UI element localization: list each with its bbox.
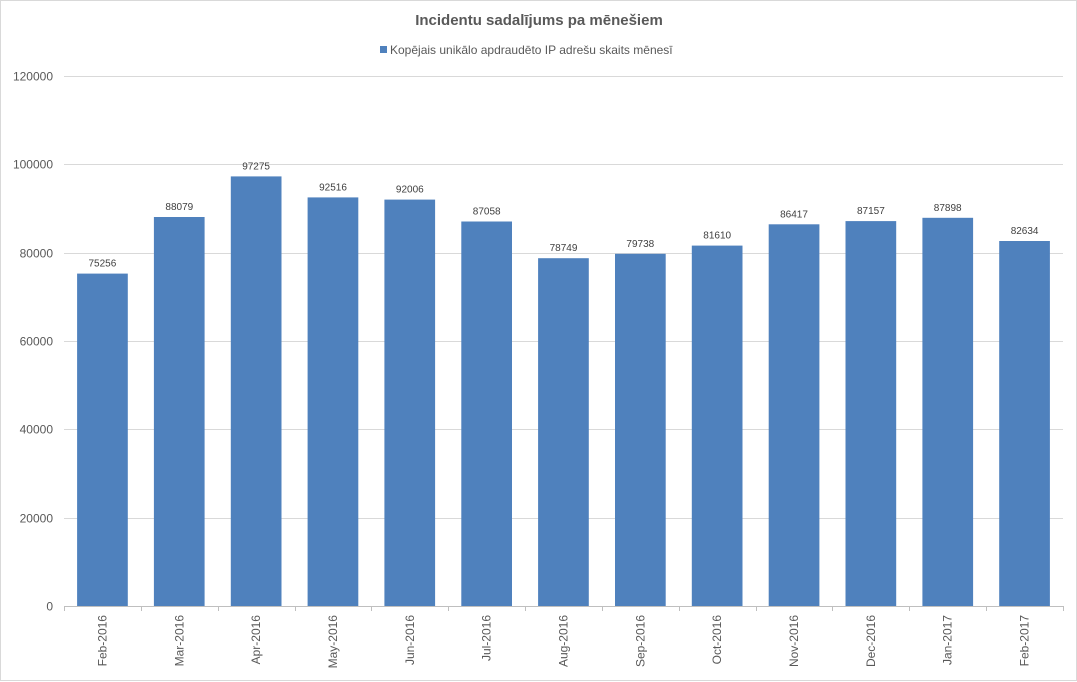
data-label: 97275 xyxy=(242,161,270,172)
data-label: 75256 xyxy=(88,259,116,270)
x-tick-label: Nov-2016 xyxy=(787,615,801,667)
data-label: 87898 xyxy=(934,203,962,214)
y-tick-label: 120000 xyxy=(13,70,53,84)
y-tick-label: 40000 xyxy=(20,423,54,437)
legend-swatch xyxy=(380,46,387,53)
x-tick-label: Oct-2016 xyxy=(710,615,724,665)
bar xyxy=(768,224,820,607)
x-axis: Feb-2016 Mar-2016 Apr-2016 May-2016 Jun-2016… xyxy=(64,606,1064,668)
y-tick-label: 20000 xyxy=(20,512,54,526)
bar xyxy=(77,273,128,606)
bar xyxy=(307,197,359,606)
bars xyxy=(77,176,1050,607)
data-label: 92516 xyxy=(319,182,347,193)
y-tick-label: 100000 xyxy=(13,158,53,172)
x-tick-label: Aug-2016 xyxy=(557,615,571,667)
x-tick-label: Jan-2017 xyxy=(941,615,955,665)
x-tick-label: Dec-2016 xyxy=(864,615,878,667)
bar xyxy=(691,245,743,606)
y-tick-label: 60000 xyxy=(20,335,54,349)
data-label: 78749 xyxy=(550,243,578,254)
x-tick-label: May-2016 xyxy=(326,615,340,669)
data-labels: 75256 88079 97275 92516 92006 87058 78749 79738… xyxy=(88,161,1038,269)
chart-title: Incidentu sadalījums pa mēnešiem xyxy=(415,12,663,29)
data-label: 86417 xyxy=(780,209,808,220)
x-tick-label: Jun-2016 xyxy=(403,615,417,665)
y-tick-label: 80000 xyxy=(20,247,54,261)
y-tick-label: 0 xyxy=(46,600,53,614)
legend-label: Kopējais unikālo apdraudēto IP adrešu sk… xyxy=(390,43,673,57)
x-tick-label: Mar-2016 xyxy=(172,615,186,667)
data-label: 81610 xyxy=(703,231,731,242)
x-tick-label: Feb-2017 xyxy=(1018,615,1032,667)
data-label: 92006 xyxy=(396,185,424,196)
x-tick-label: Apr-2016 xyxy=(249,615,263,665)
legend: Kopējais unikālo apdraudēto IP adrešu sk… xyxy=(380,43,673,57)
bar xyxy=(922,217,974,607)
data-label: 87157 xyxy=(857,206,885,217)
bar xyxy=(999,241,1050,606)
bar xyxy=(230,176,282,606)
data-label: 88079 xyxy=(165,202,193,213)
y-axis-ticks: 0 20000 40000 60000 80000 100000 120000 xyxy=(13,70,53,614)
data-label: 79738 xyxy=(626,239,654,250)
bar xyxy=(615,253,666,607)
bar xyxy=(461,221,512,606)
bar xyxy=(153,217,205,606)
x-tick-label: Jul-2016 xyxy=(480,615,494,661)
bar xyxy=(845,221,897,606)
x-tick-label: Sep-2016 xyxy=(633,615,647,667)
bar xyxy=(538,258,589,606)
data-label: 87058 xyxy=(473,207,501,218)
bar xyxy=(384,199,436,606)
data-label: 82634 xyxy=(1011,226,1039,237)
x-tick-label: Feb-2016 xyxy=(95,615,109,667)
